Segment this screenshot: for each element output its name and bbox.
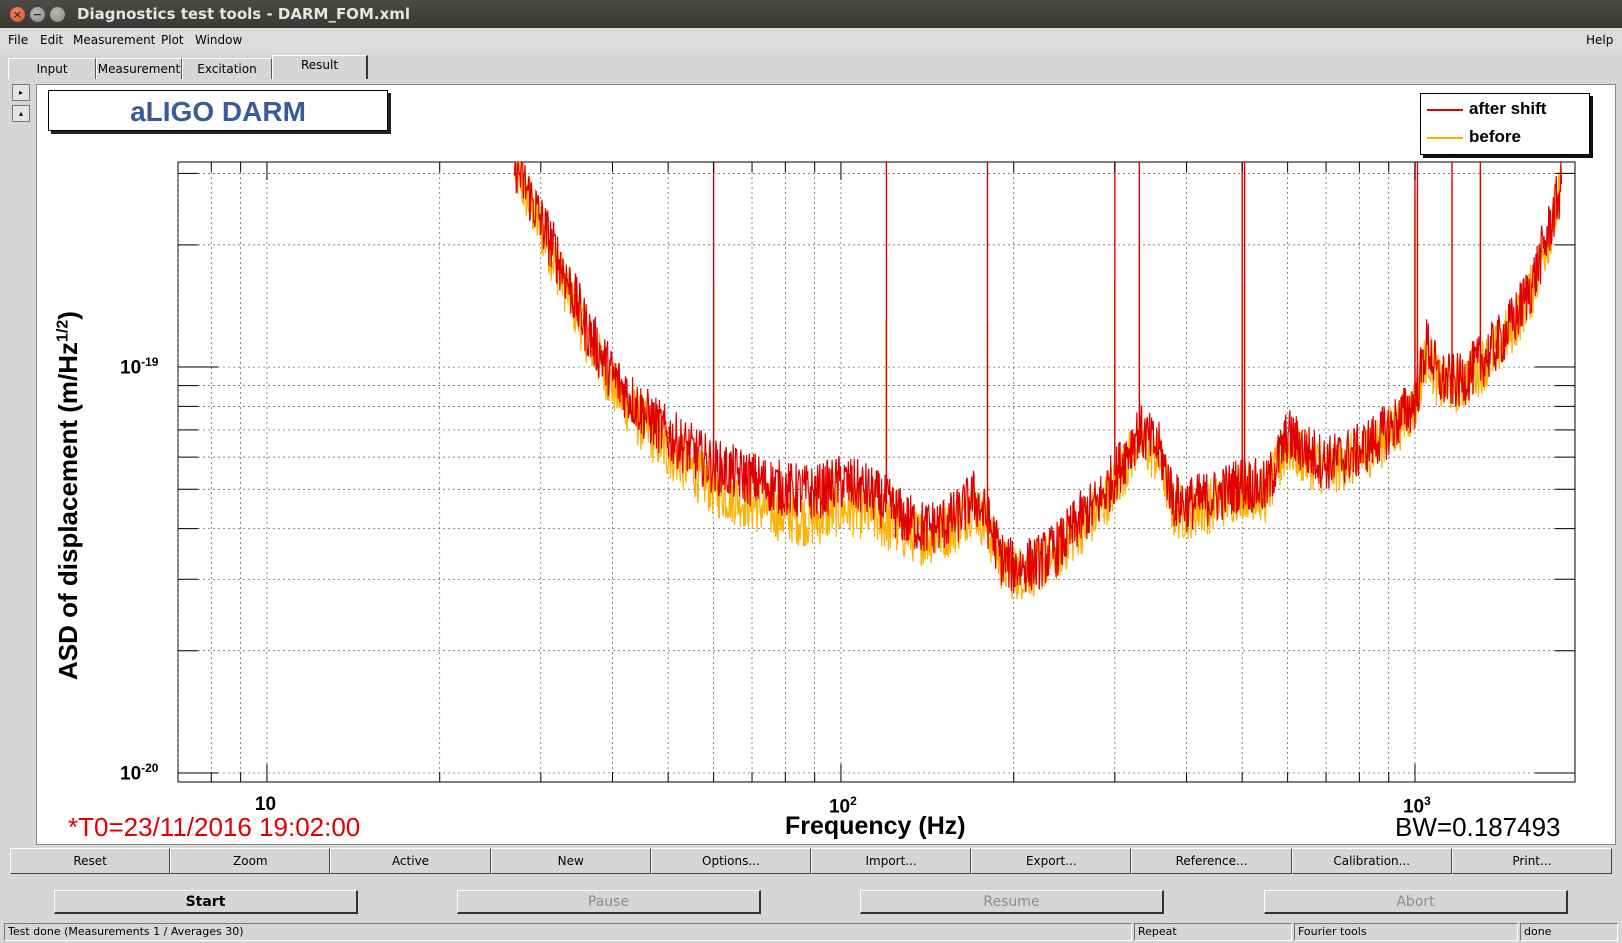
control-button-row: Start Pause Resume Abort [0,890,1622,916]
menu-window[interactable]: Window [195,33,243,47]
new-button[interactable]: New [490,848,651,874]
menu-edit[interactable]: Edit [40,33,64,47]
tab-result[interactable]: Result [272,55,368,79]
calibration-button[interactable]: Calibration... [1291,848,1452,874]
close-window-button[interactable]: × [10,7,25,22]
collapse-arrow-icon[interactable]: ▴ [12,105,30,122]
legend-label: before [1469,127,1521,146]
t0-timestamp: *T0=23/11/2016 19:02:00 [68,812,361,842]
export-button[interactable]: Export... [971,848,1132,874]
legend-swatch-red [1427,109,1463,111]
y-tick-label: 10-19 [120,355,159,379]
tab-input[interactable]: Input [8,58,96,79]
x-tick-label: 103 [1402,794,1431,818]
maximize-window-button[interactable] [50,7,65,22]
pad-side-buttons: ▸ ▴ [12,84,30,126]
abort-button[interactable]: Abort [1264,890,1568,914]
status-fourier: Fourier tools [1294,923,1518,941]
x-tick-label: 102 [828,794,857,818]
menu-file[interactable]: File [8,33,29,47]
x-tick-label: 10 [254,794,277,815]
pause-button[interactable]: Pause [457,890,761,914]
series-line-after-shift [513,161,1563,594]
menu-help[interactable]: Help [1586,33,1614,47]
tab-excitation[interactable]: Excitation [182,58,272,79]
legend-label: after shift [1469,99,1547,118]
title-bar: × − Diagnostics test tools - DARM_FOM.xm… [0,0,1622,28]
menu-bar: File Edit Measurement Plot Window Help [0,28,1622,52]
plot-series [513,161,1563,600]
x-axis-label: Frequency (Hz) [785,812,966,840]
legend-swatch-orange [1427,137,1463,139]
expand-arrow-icon[interactable]: ▸ [12,84,30,101]
reference-button[interactable]: Reference... [1131,848,1292,874]
resume-button[interactable]: Resume [860,890,1164,914]
status-bar: Test done (Measurements 1 / Averages 30)… [0,922,1622,943]
status-done: done [1520,923,1618,941]
zoom-button[interactable]: Zoom [170,848,331,874]
plot-title-box: aLIGO DARM [48,90,388,131]
y-tick-label: 10-20 [120,760,159,785]
reset-button[interactable]: Reset [10,848,171,874]
active-button[interactable]: Active [330,848,491,874]
menu-measurement[interactable]: Measurement [73,33,156,47]
options-button[interactable]: Options... [650,848,812,874]
start-button[interactable]: Start [54,890,358,914]
status-main: Test done (Measurements 1 / Averages 30) [4,923,1132,941]
plot-title: aLIGO DARM [130,96,306,127]
import-button[interactable]: Import... [811,848,972,874]
print-button[interactable]: Print... [1451,848,1613,874]
tab-measurement[interactable]: Measurement [96,58,182,79]
minimize-window-button[interactable]: − [30,7,45,22]
window-title: Diagnostics test tools - DARM_FOM.xml [77,5,411,23]
bandwidth-label: BW=0.187493 [1395,812,1561,842]
plot-button-row: Reset Zoom Active New Options... Import.… [10,848,1613,874]
plot-axes [177,162,1575,782]
menu-plot[interactable]: Plot [161,33,184,47]
legend: after shift before [1420,93,1590,155]
status-repeat: Repeat [1134,923,1292,941]
tab-bar: Input Measurement Excitation Result [0,55,1622,80]
y-axis-label: ASD of displacement (m/Hz1/2) [53,311,83,680]
